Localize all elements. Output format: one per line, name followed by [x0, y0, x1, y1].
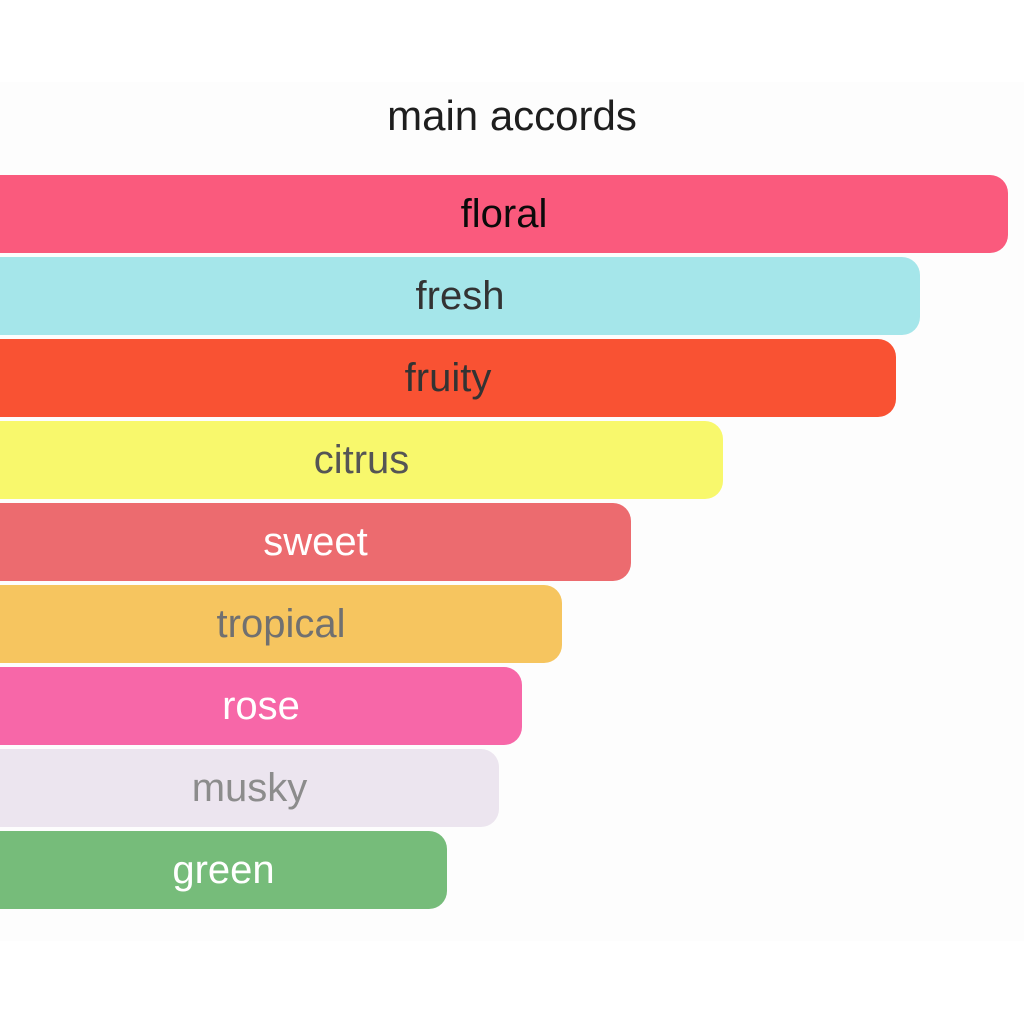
accord-label: fresh: [415, 274, 505, 318]
accord-label: citrus: [313, 438, 410, 482]
accord-bar-tropical: tropical: [0, 585, 562, 663]
accord-label: floral: [460, 192, 548, 236]
accord-bar-citrus: citrus: [0, 421, 723, 499]
accord-bar-green: green: [0, 831, 447, 909]
accord-label: musky: [191, 766, 308, 810]
accord-bar-rose: rose: [0, 667, 522, 745]
accord-bar-fresh: fresh: [0, 257, 920, 335]
accord-bars: floral fresh fruity citrus sweet tropical rose…: [0, 175, 1024, 913]
chart-panel: main accords floral fresh fruity citrus swee…: [0, 82, 1024, 941]
accord-label: sweet: [263, 520, 368, 564]
chart-title: main accords: [387, 92, 637, 139]
accord-label: tropical: [216, 602, 346, 646]
accord-label: fruity: [404, 356, 492, 400]
accord-bar-musky: musky: [0, 749, 499, 827]
accord-bar-floral: floral: [0, 175, 1008, 253]
accord-bar-fruity: fruity: [0, 339, 896, 417]
accord-label: rose: [222, 684, 300, 728]
accord-label: green: [172, 848, 275, 892]
accord-bar-sweet: sweet: [0, 503, 631, 581]
